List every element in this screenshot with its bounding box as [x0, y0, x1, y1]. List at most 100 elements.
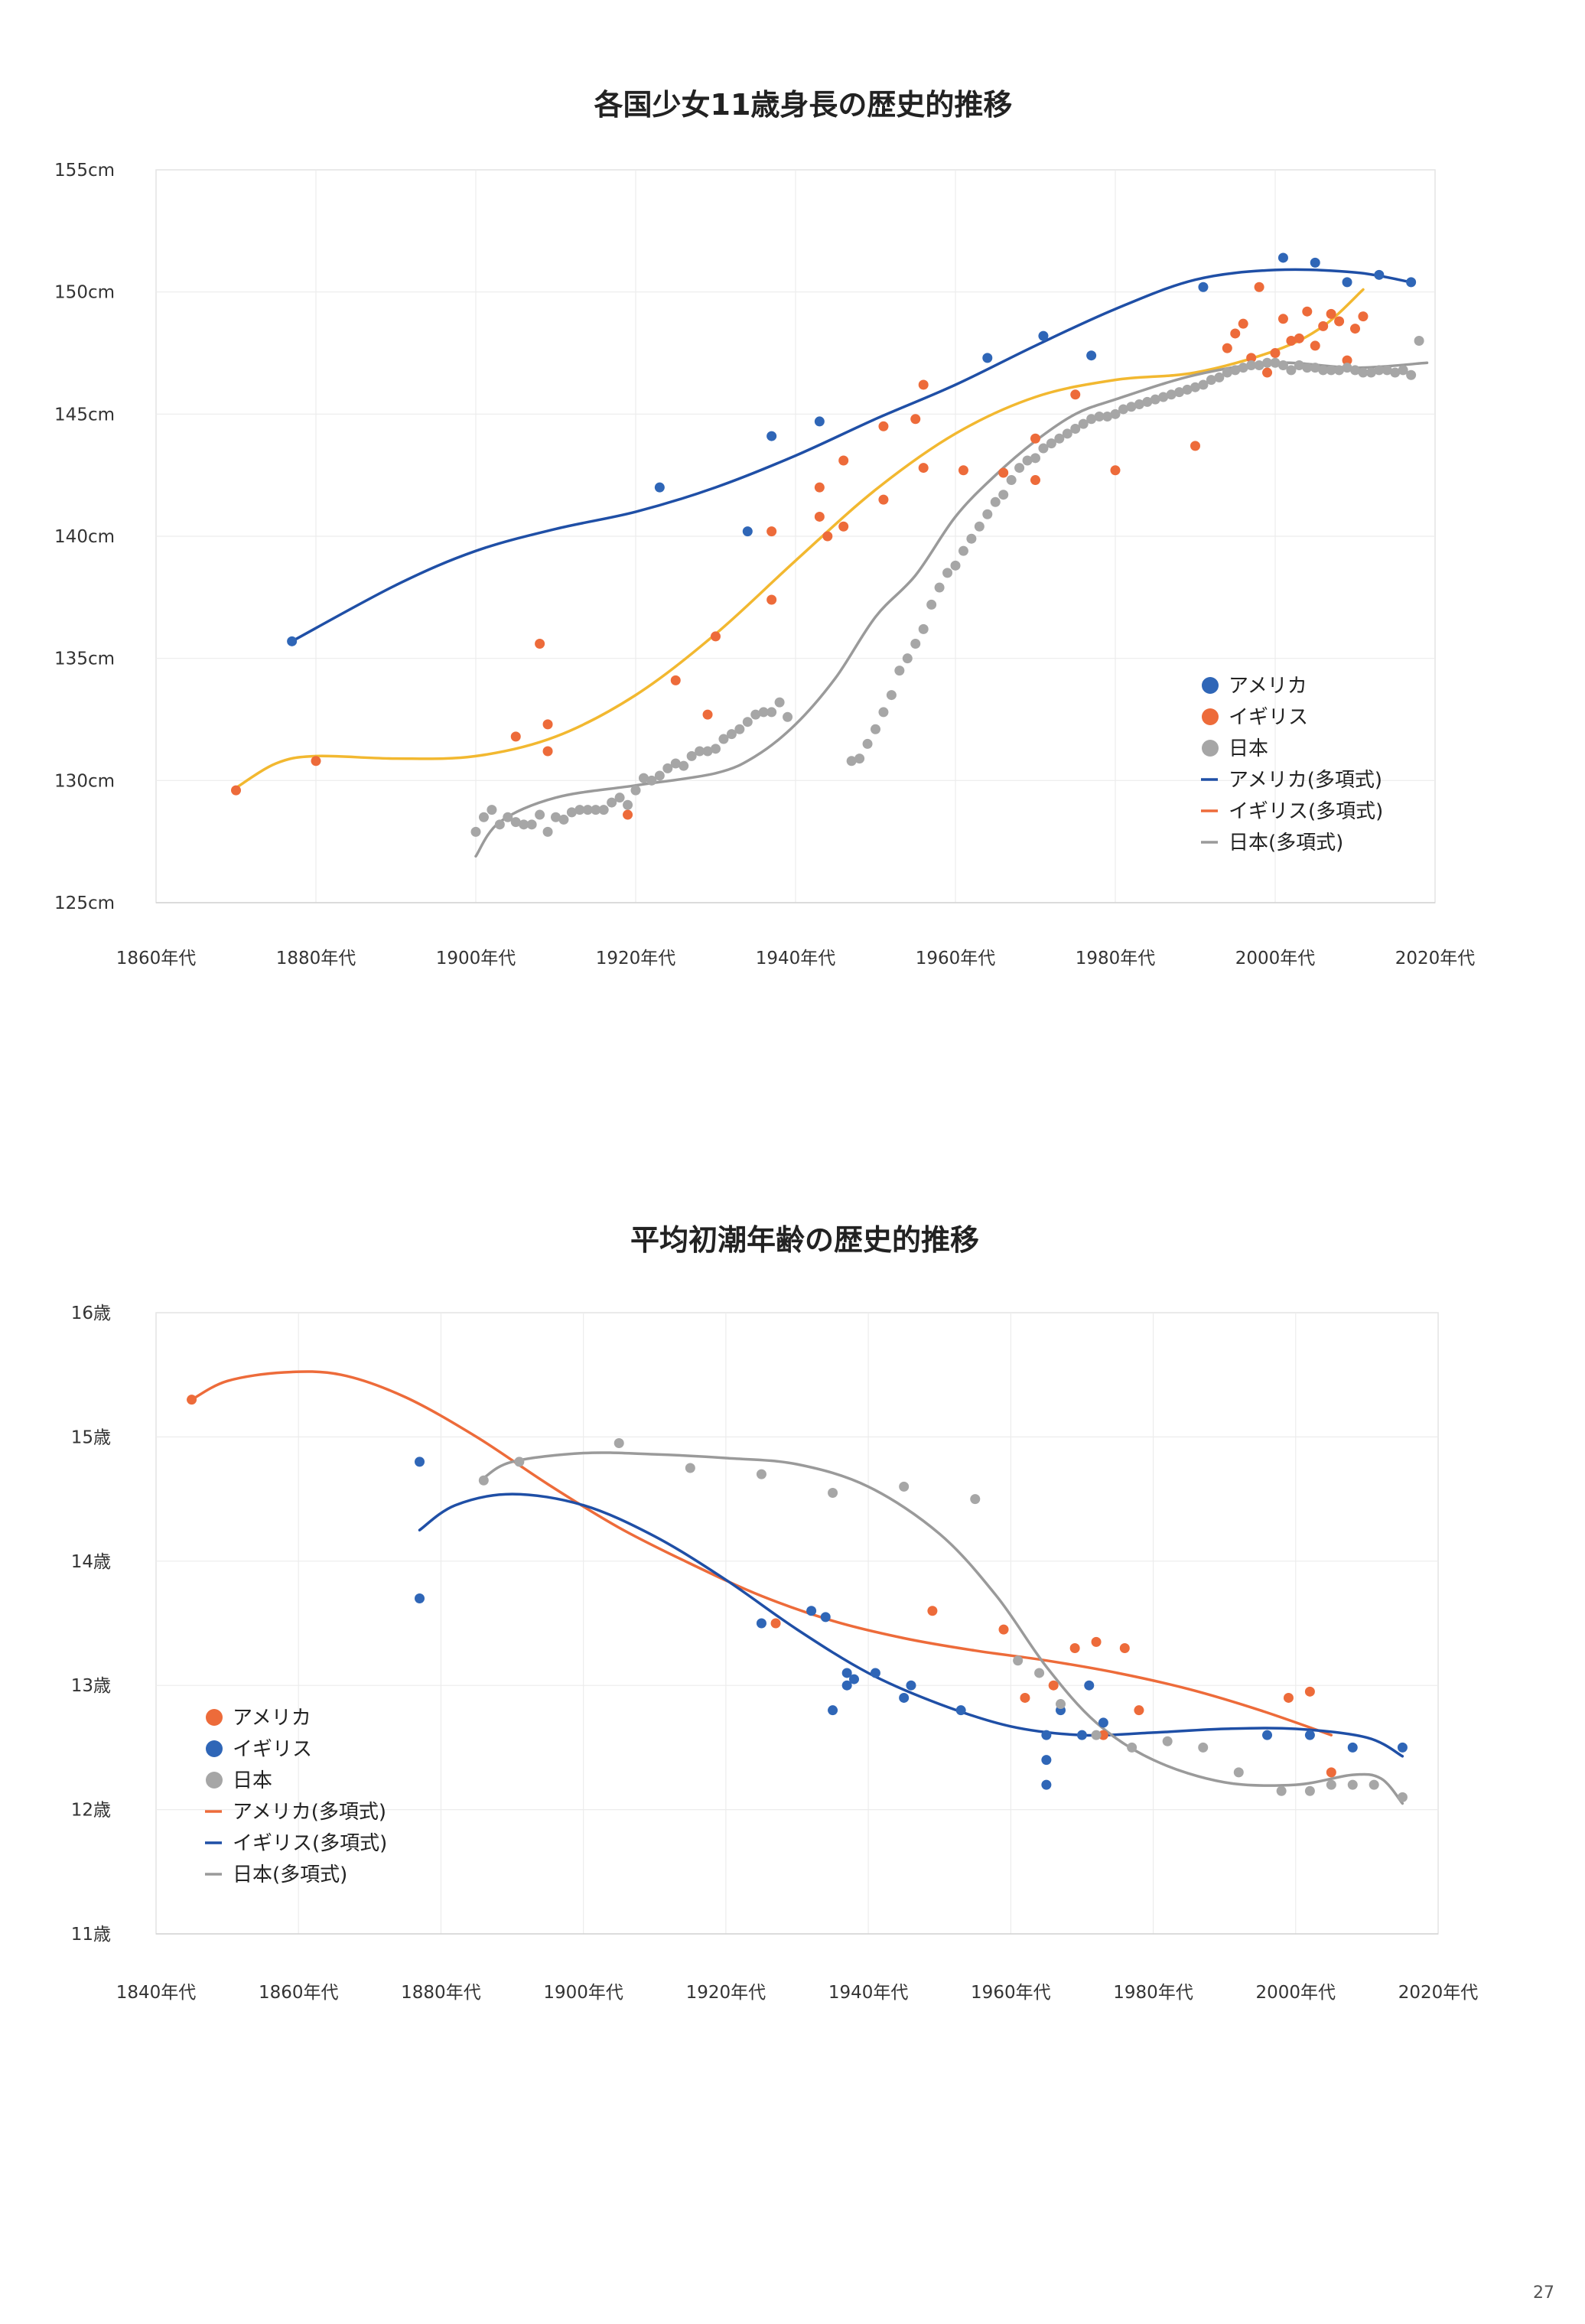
y-tick-label: 13歳 — [71, 1676, 111, 1696]
legend-label: 日本 — [233, 1769, 272, 1792]
data-point-日本 — [718, 734, 729, 744]
data-point-日本 — [542, 826, 553, 837]
data-point-イギリス — [814, 511, 825, 522]
data-point-イギリス — [1350, 324, 1360, 334]
data-point-アメリカ — [1069, 1642, 1080, 1653]
data-point-日本 — [958, 545, 968, 556]
data-point-イギリス — [623, 809, 633, 820]
data-point-日本 — [654, 770, 665, 781]
data-point-イギリス — [878, 421, 889, 431]
y-tick-label: 125cm — [54, 893, 115, 913]
data-point-日本 — [1397, 1792, 1408, 1802]
data-point-日本 — [1382, 365, 1392, 376]
data-point-イギリス — [958, 465, 968, 476]
data-point-イギリス — [1262, 1730, 1273, 1740]
data-point-イギリス — [535, 639, 545, 649]
data-point-アメリカ — [1098, 1730, 1108, 1740]
data-point-イギリス — [918, 463, 929, 474]
data-point-アメリカ — [1406, 277, 1417, 288]
data-point-日本 — [756, 1469, 766, 1479]
data-point-アメリカ — [927, 1606, 938, 1616]
data-point-日本 — [1198, 379, 1209, 390]
data-point-イギリス — [998, 467, 1009, 478]
legend-label: イギリス(多項式) — [233, 1832, 387, 1855]
data-point-アメリカ — [766, 431, 777, 441]
data-point-日本 — [526, 819, 537, 830]
data-point-イギリス — [415, 1457, 425, 1467]
data-point-日本 — [1233, 1767, 1244, 1778]
x-tick-label: 1880年代 — [401, 1983, 481, 2003]
data-point-日本 — [1030, 453, 1040, 464]
data-point-日本 — [982, 509, 993, 519]
data-point-アメリカ — [770, 1618, 781, 1629]
data-point-イギリス — [670, 675, 681, 685]
data-point-イギリス — [910, 414, 921, 425]
legend-label: イギリス(多項式) — [1229, 800, 1383, 823]
data-point-日本 — [886, 690, 897, 701]
data-point-日本 — [1310, 363, 1320, 373]
data-point-日本 — [623, 799, 633, 810]
data-point-日本 — [1238, 363, 1248, 373]
data-point-日本 — [478, 812, 489, 822]
data-point-日本 — [1110, 408, 1121, 419]
trend-line-日本(多項式) — [482, 1451, 1404, 1805]
data-point-日本 — [1262, 357, 1273, 368]
data-point-イギリス — [822, 531, 833, 542]
data-point-日本 — [685, 1463, 695, 1473]
data-point-日本 — [1230, 365, 1241, 376]
data-point-アメリカ — [982, 353, 993, 363]
page-number: 27 — [1533, 2283, 1554, 2303]
data-point-日本 — [1294, 360, 1304, 370]
data-point-アメリカ — [998, 1624, 1009, 1635]
data-point-アメリカ — [654, 482, 665, 493]
data-point-日本 — [1118, 404, 1128, 415]
data-point-日本 — [582, 805, 593, 815]
y-tick-label: 130cm — [54, 771, 115, 791]
data-point-アメリカ — [1326, 1767, 1336, 1778]
data-point-イギリス — [828, 1705, 838, 1716]
data-point-イギリス — [1041, 1755, 1052, 1766]
data-point-日本 — [766, 707, 777, 718]
data-point-日本 — [750, 709, 761, 720]
data-point-イギリス — [1098, 1717, 1108, 1728]
data-point-日本 — [1198, 1742, 1209, 1753]
y-tick-label: 150cm — [54, 283, 115, 303]
y-tick-label: 16歳 — [71, 1304, 111, 1323]
data-point-イギリス — [820, 1612, 831, 1623]
data-point-日本 — [1190, 382, 1200, 392]
data-point-日本 — [630, 785, 641, 796]
data-point-日本 — [662, 763, 673, 773]
data-point-日本 — [1134, 399, 1144, 410]
data-point-日本 — [1365, 367, 1376, 378]
y-tick-label: 15歳 — [71, 1427, 111, 1447]
data-point-イギリス — [311, 756, 321, 767]
data-point-イギリス — [1304, 1730, 1315, 1740]
y-tick-label: 12歳 — [71, 1801, 111, 1821]
data-point-イギリス — [1230, 328, 1241, 339]
data-point-日本 — [1302, 363, 1313, 373]
data-point-日本 — [1304, 1785, 1315, 1796]
data-point-日本 — [1046, 438, 1056, 449]
data-point-日本 — [1174, 387, 1185, 398]
data-point-日本 — [854, 754, 865, 764]
data-point-イギリス — [899, 1692, 910, 1703]
data-point-日本 — [566, 807, 577, 818]
data-point-イギリス — [814, 482, 825, 493]
data-point-日本 — [558, 814, 569, 825]
data-point-日本 — [1127, 1742, 1137, 1753]
legend-label: アメリカ(多項式) — [1229, 769, 1382, 792]
data-point-イギリス — [848, 1674, 859, 1684]
data-point-日本 — [974, 521, 985, 532]
x-tick-label: 1860年代 — [259, 1983, 339, 2003]
data-point-日本 — [614, 793, 625, 803]
x-tick-label: 2000年代 — [1256, 1983, 1336, 2003]
data-point-イギリス — [1110, 465, 1121, 476]
legend-label: 日本(多項式) — [233, 1863, 347, 1886]
data-point-アメリカ — [1277, 252, 1288, 263]
data-point-日本 — [734, 724, 745, 734]
data-point-イギリス — [1326, 308, 1336, 319]
data-point-日本 — [871, 724, 880, 734]
data-point-日本 — [1318, 365, 1329, 376]
data-point-日本 — [1022, 455, 1033, 466]
data-point-イギリス — [1222, 343, 1232, 353]
